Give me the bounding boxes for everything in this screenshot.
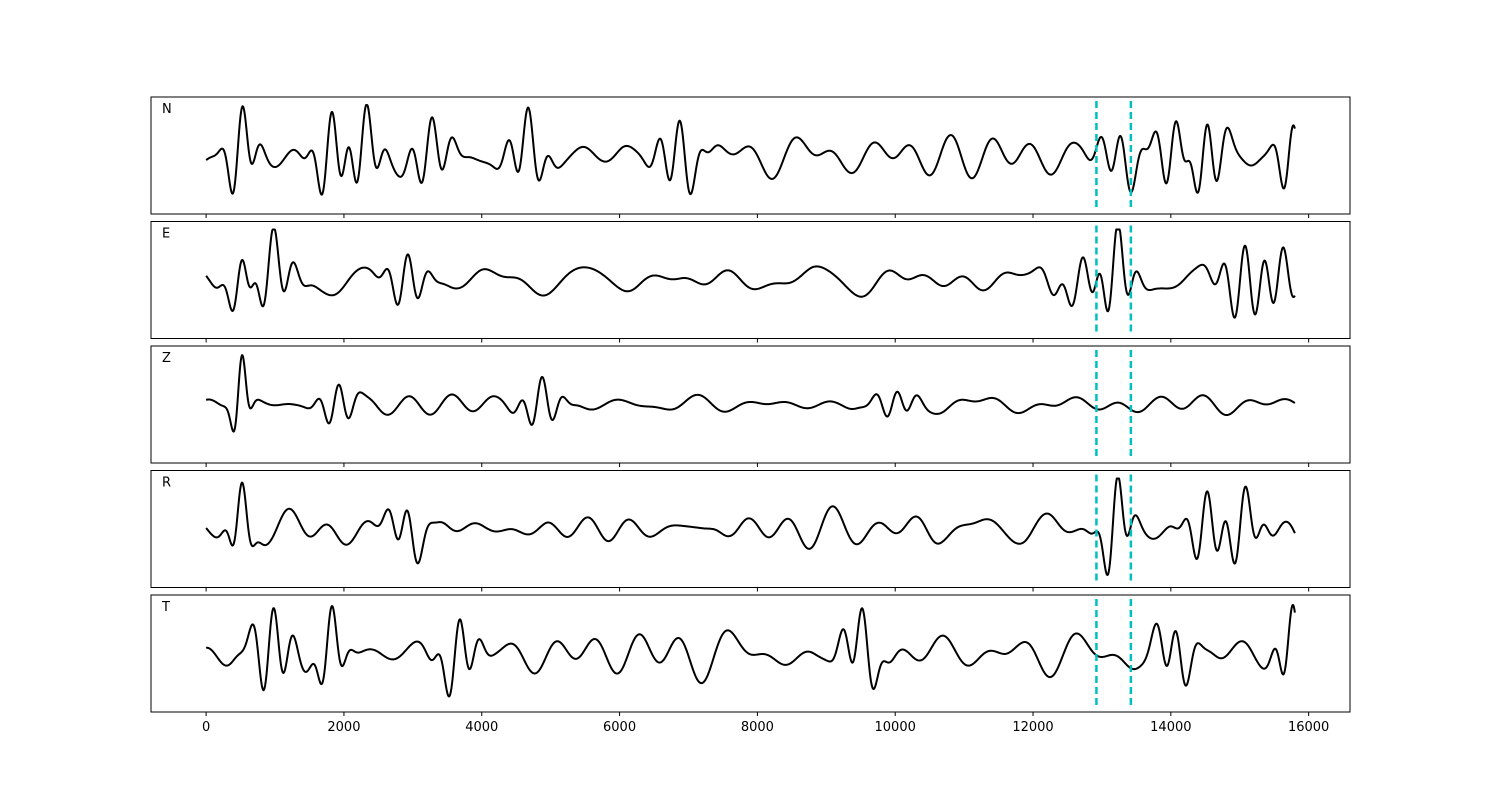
panel-T: T: [150, 594, 1351, 716]
x-tick-label: 16000: [1288, 720, 1329, 735]
x-tick-label: 10000: [875, 720, 916, 735]
panel-label-N: N: [162, 102, 172, 117]
panel-frame-N: [150, 96, 1351, 215]
panel-label-R: R: [162, 476, 171, 491]
trace-E: [205, 228, 1296, 319]
panel-R: R: [150, 470, 1351, 592]
panel-Z: Z: [150, 345, 1351, 467]
x-tick-label: 6000: [603, 720, 636, 735]
panel-N: N: [150, 96, 1351, 218]
trace-T: [205, 603, 1296, 698]
panel-label-T: T: [161, 600, 170, 615]
panels-group: N E Z R T: [150, 96, 1351, 716]
x-tick-label: 12000: [1012, 720, 1053, 735]
trace-Z: [205, 354, 1296, 433]
x-tick-label: 2000: [327, 720, 360, 735]
panel-frame-Z: [150, 345, 1351, 464]
panel-frame-E: [150, 221, 1351, 339]
x-tick-label: 14000: [1150, 720, 1191, 735]
trace-N: [205, 104, 1296, 196]
trace-R: [205, 477, 1296, 577]
panel-label-Z: Z: [162, 351, 171, 366]
x-axis: 0 2000 4000 6000 8000 10000 12000 14000 16000: [202, 720, 1329, 735]
panel-frame-R: [150, 470, 1351, 588]
x-tick-label: 0: [202, 720, 210, 735]
x-tick-label: 8000: [741, 720, 774, 735]
x-tick-label: 4000: [465, 720, 498, 735]
panel-frame-T: [150, 594, 1351, 713]
panel-E: E: [150, 221, 1351, 343]
panel-label-E: E: [162, 227, 170, 242]
